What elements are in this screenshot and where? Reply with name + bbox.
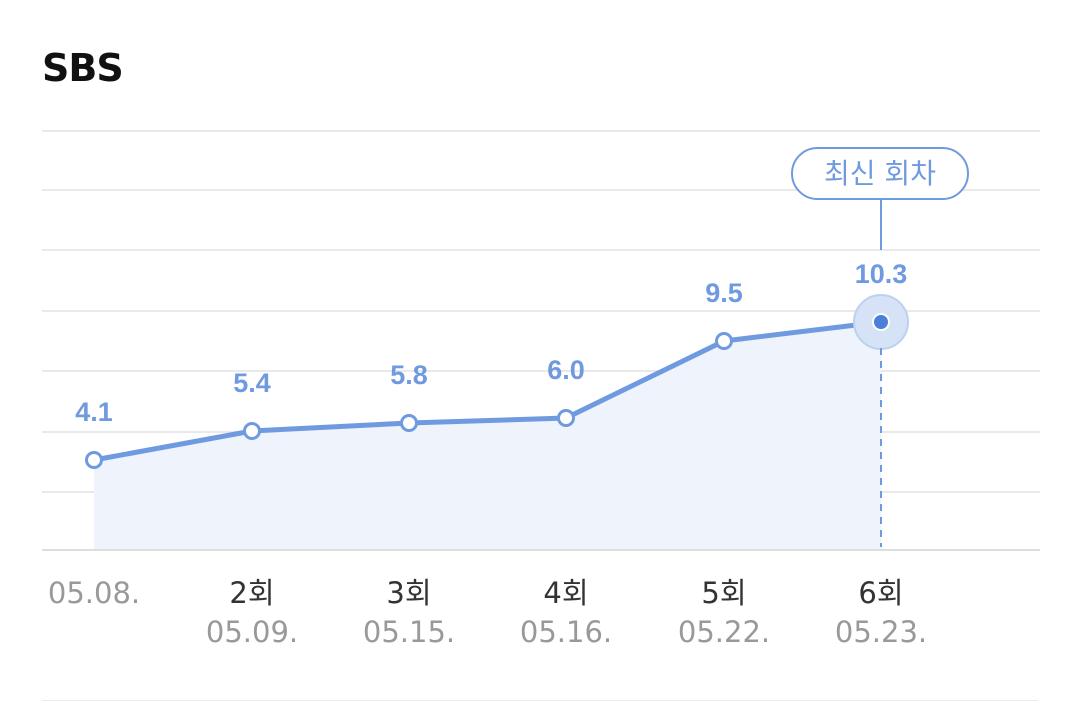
data-label: 5.8 [390, 360, 428, 390]
x-tick-episode: 4회 [543, 576, 588, 610]
value-labels: 4.1 5.4 5.8 6.0 9.5 10.3 [75, 259, 907, 427]
data-point [243, 422, 261, 440]
latest-badge-label: 최신 회차 [824, 157, 936, 190]
data-label: 6.0 [547, 355, 585, 385]
series-line [91, 319, 884, 463]
area-fill [94, 322, 881, 549]
x-axis-labels: 05.08. 2회 05.09. 3회 05.15. 4회 05.16. 5회 05.22. 6회… [48, 576, 927, 649]
x-tick-date: 05.15. [363, 615, 455, 649]
x-tick-date: 05.23. [835, 615, 927, 649]
x-tick-date: 05.22. [678, 615, 770, 649]
x-tick-episode: 2회 [229, 576, 274, 610]
x-tick-date: 05.16. [520, 615, 612, 649]
x-tick-episode: 5회 [701, 576, 746, 610]
chart-title: SBS [42, 46, 124, 90]
x-tick-episode: 3회 [386, 576, 431, 610]
data-label: 4.1 [75, 397, 113, 427]
x-tick-date: 05.09. [206, 615, 298, 649]
section-divider [42, 700, 1038, 701]
latest-episode-callout: 최신 회차 [791, 147, 969, 547]
data-label: 10.3 [855, 259, 908, 289]
data-label: 9.5 [705, 278, 743, 308]
x-tick-episode: 6회 [858, 576, 903, 610]
data-point [400, 414, 418, 432]
data-point [872, 313, 890, 331]
data-point [715, 332, 733, 350]
x-tick-date: 05.08. [48, 576, 140, 610]
data-point [557, 409, 575, 427]
point-markers [85, 294, 909, 469]
latest-badge [791, 147, 969, 200]
data-label: 5.4 [233, 368, 271, 398]
data-point [85, 451, 103, 469]
